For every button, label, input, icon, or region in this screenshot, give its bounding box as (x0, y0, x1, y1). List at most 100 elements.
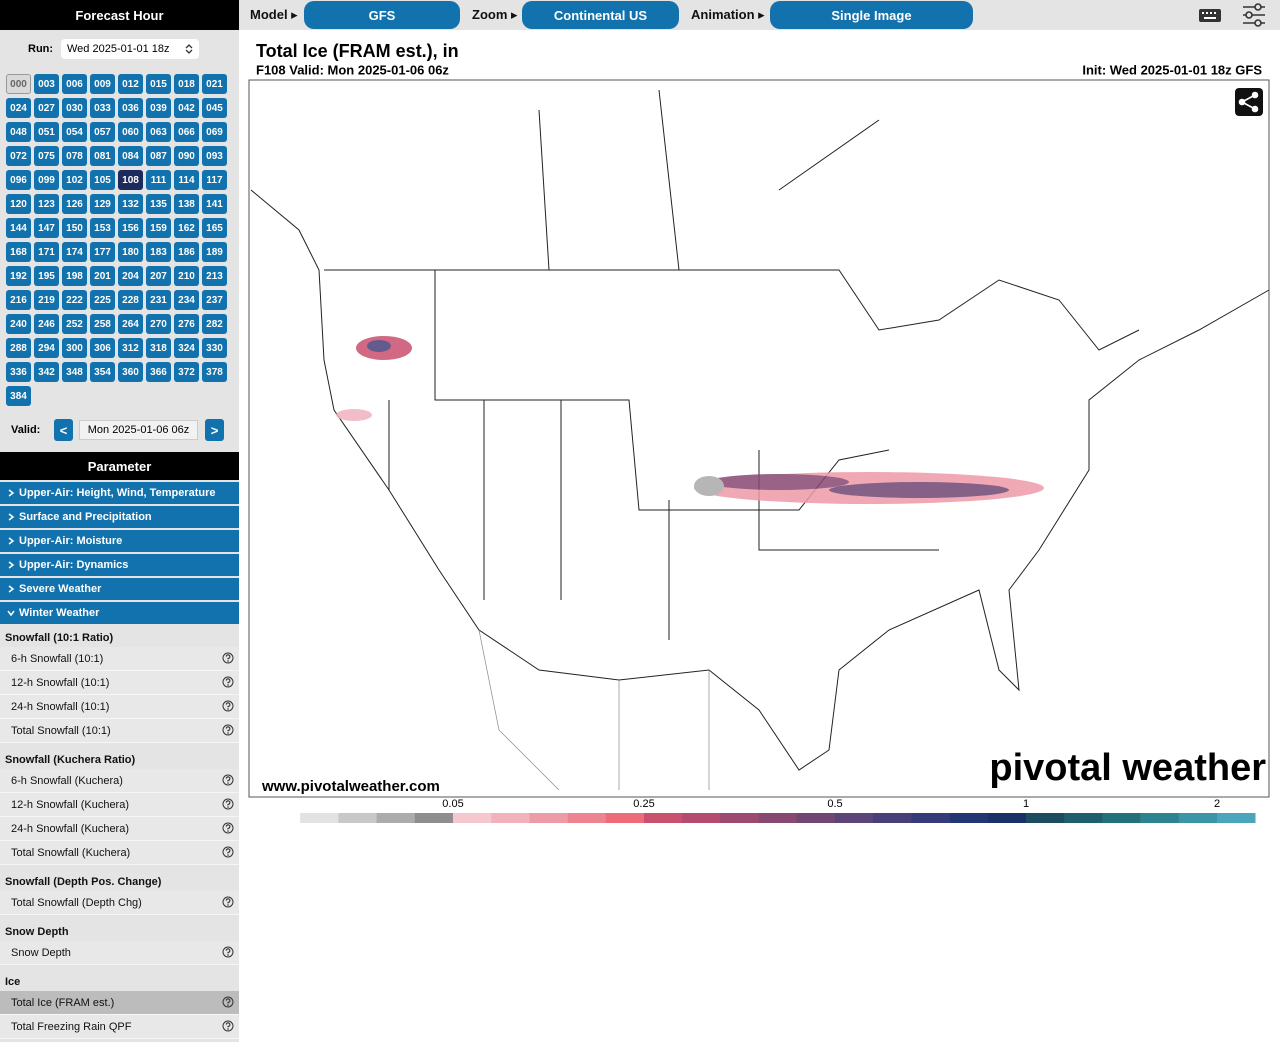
category-row[interactable]: Upper-Air: Height, Wind, Temperature (0, 482, 239, 504)
zoom-button[interactable]: Continental US (522, 1, 679, 29)
hour-button[interactable]: 150 (62, 218, 87, 238)
hour-button[interactable]: 144 (6, 218, 31, 238)
hour-button[interactable]: 183 (146, 242, 171, 262)
hour-button[interactable]: 129 (90, 194, 115, 214)
hour-button[interactable]: 213 (202, 266, 227, 286)
hour-button[interactable]: 102 (62, 170, 87, 190)
category-row[interactable]: Surface and Precipitation (0, 506, 239, 528)
hour-button[interactable]: 300 (62, 338, 87, 358)
hour-button[interactable]: 015 (146, 74, 171, 94)
hour-button[interactable]: 342 (34, 362, 59, 382)
hour-button[interactable]: 225 (90, 290, 115, 310)
category-row[interactable]: Winter Weather (0, 602, 239, 624)
hour-button[interactable]: 195 (34, 266, 59, 286)
hour-button[interactable]: 366 (146, 362, 171, 382)
model-button[interactable]: GFS (304, 1, 460, 29)
hour-button[interactable]: 042 (174, 98, 199, 118)
hour-button[interactable]: 312 (118, 338, 143, 358)
next-button[interactable]: > (205, 419, 224, 441)
hour-button[interactable]: 372 (174, 362, 199, 382)
parameter-item[interactable]: Snow Depth (0, 941, 239, 965)
hour-button[interactable]: 087 (146, 146, 171, 166)
hour-button[interactable]: 060 (118, 122, 143, 142)
hour-button[interactable]: 138 (174, 194, 199, 214)
hour-button[interactable]: 210 (174, 266, 199, 286)
hour-button[interactable]: 237 (202, 290, 227, 310)
parameter-item[interactable]: 6-h Snowfall (Kuchera) (0, 769, 239, 793)
hour-button[interactable]: 024 (6, 98, 31, 118)
run-select[interactable]: Wed 2025-01-01 18z (61, 39, 199, 59)
hour-button[interactable]: 114 (174, 170, 199, 190)
hour-button[interactable]: 288 (6, 338, 31, 358)
hour-button[interactable]: 057 (90, 122, 115, 142)
hour-button[interactable]: 165 (202, 218, 227, 238)
category-row[interactable]: Upper-Air: Dynamics (0, 554, 239, 576)
hour-button[interactable]: 108 (118, 170, 143, 190)
hour-button[interactable]: 276 (174, 314, 199, 334)
hour-button[interactable]: 048 (6, 122, 31, 142)
hour-button[interactable]: 378 (202, 362, 227, 382)
hour-button[interactable]: 180 (118, 242, 143, 262)
hour-button[interactable]: 117 (202, 170, 227, 190)
hour-button[interactable]: 192 (6, 266, 31, 286)
hour-button[interactable]: 330 (202, 338, 227, 358)
hour-button[interactable]: 156 (118, 218, 143, 238)
hour-button[interactable]: 084 (118, 146, 143, 166)
hour-button[interactable]: 204 (118, 266, 143, 286)
hour-button[interactable]: 264 (118, 314, 143, 334)
hour-button[interactable]: 153 (90, 218, 115, 238)
parameter-item[interactable]: 6-h Snowfall (10:1) (0, 647, 239, 671)
hour-button[interactable]: 354 (90, 362, 115, 382)
settings-icon[interactable] (1240, 2, 1268, 28)
hour-button[interactable]: 096 (6, 170, 31, 190)
hour-button[interactable]: 081 (90, 146, 115, 166)
parameter-item[interactable]: Total Snowfall (10:1) (0, 719, 239, 743)
hour-button[interactable]: 111 (146, 170, 171, 190)
hour-button[interactable]: 234 (174, 290, 199, 310)
parameter-item[interactable]: 24-h Snowfall (Kuchera) (0, 817, 239, 841)
hour-button[interactable]: 246 (34, 314, 59, 334)
hour-button[interactable]: 066 (174, 122, 199, 142)
hour-button[interactable]: 201 (90, 266, 115, 286)
hour-button[interactable]: 000 (6, 74, 31, 94)
hour-button[interactable]: 174 (62, 242, 87, 262)
hour-button[interactable]: 171 (34, 242, 59, 262)
category-row[interactable]: Upper-Air: Moisture (0, 530, 239, 552)
hour-button[interactable]: 270 (146, 314, 171, 334)
hour-button[interactable]: 258 (90, 314, 115, 334)
hour-button[interactable]: 294 (34, 338, 59, 358)
hour-button[interactable]: 135 (146, 194, 171, 214)
hour-button[interactable]: 147 (34, 218, 59, 238)
hour-button[interactable]: 216 (6, 290, 31, 310)
hour-button[interactable]: 186 (174, 242, 199, 262)
hour-button[interactable]: 030 (62, 98, 87, 118)
hour-button[interactable]: 318 (146, 338, 171, 358)
hour-button[interactable]: 003 (34, 74, 59, 94)
hour-button[interactable]: 072 (6, 146, 31, 166)
hour-button[interactable]: 306 (90, 338, 115, 358)
hour-button[interactable]: 360 (118, 362, 143, 382)
category-row[interactable]: Severe Weather (0, 578, 239, 600)
hour-button[interactable]: 198 (62, 266, 87, 286)
keyboard-icon[interactable] (1197, 5, 1223, 25)
hour-button[interactable]: 099 (34, 170, 59, 190)
hour-button[interactable]: 324 (174, 338, 199, 358)
parameter-item[interactable]: Total Freezing Rain QPF (0, 1015, 239, 1039)
hour-button[interactable]: 132 (118, 194, 143, 214)
hour-button[interactable]: 063 (146, 122, 171, 142)
hour-button[interactable]: 177 (90, 242, 115, 262)
prev-button[interactable]: < (54, 419, 73, 441)
hour-button[interactable]: 018 (174, 74, 199, 94)
parameter-item[interactable]: 24-h Snowfall (10:1) (0, 695, 239, 719)
hour-button[interactable]: 168 (6, 242, 31, 262)
hour-button[interactable]: 093 (202, 146, 227, 166)
hour-button[interactable]: 054 (62, 122, 87, 142)
hour-button[interactable]: 069 (202, 122, 227, 142)
parameter-item[interactable]: Total Snowfall (Depth Chg) (0, 891, 239, 915)
hour-button[interactable]: 021 (202, 74, 227, 94)
hour-button[interactable]: 222 (62, 290, 87, 310)
hour-button[interactable]: 039 (146, 98, 171, 118)
hour-button[interactable]: 219 (34, 290, 59, 310)
hour-button[interactable]: 075 (34, 146, 59, 166)
hour-button[interactable]: 051 (34, 122, 59, 142)
